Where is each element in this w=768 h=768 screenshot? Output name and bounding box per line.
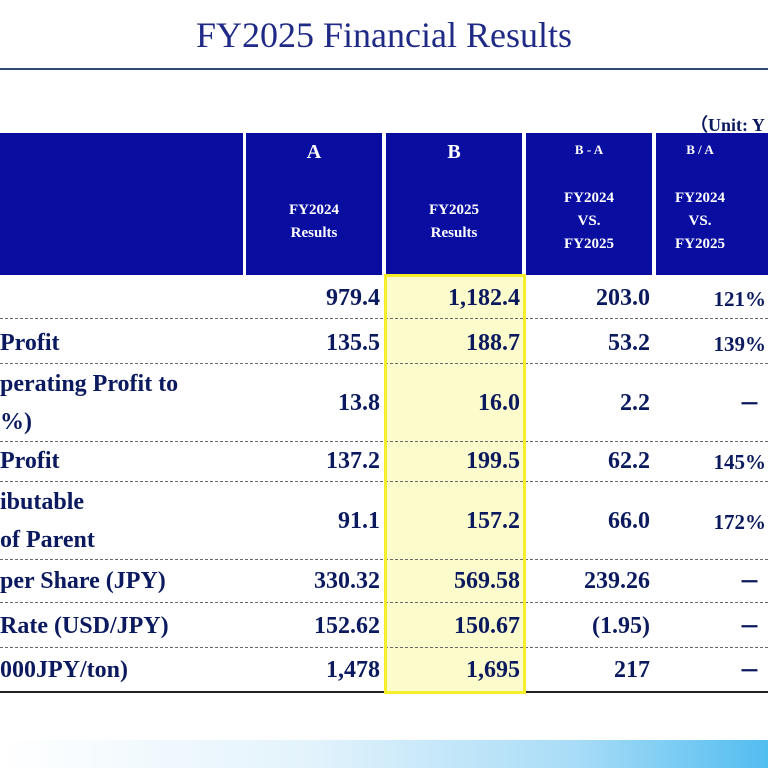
header-col-a-line1: FY2024 [289,202,339,218]
header-col-ratio-line2: VS. [688,213,712,229]
row-4-label-line1: ibutable [0,489,85,515]
header-col-b-line1: FY2025 [429,202,479,218]
header-col-b-line2: Results [430,225,478,241]
header-col-a-line2: Results [290,225,338,241]
header-col-b-desc: FY2025 Results [386,199,522,245]
row-7-fy2025: 1,695 [466,657,520,683]
row-0-fy2024: 979.4 [326,285,380,311]
row-6-diff: (1.95) [592,613,650,639]
row-1-ratio: 139% [713,332,767,356]
header-col-ratio: B / A FY2024 VS. FY2025 [656,133,768,275]
row-divider [0,363,768,364]
row-divider [0,602,768,603]
row-0-ratio: 121% [713,287,767,311]
row-5-fy2024: 330.32 [314,568,380,594]
row-divider [0,318,768,319]
row-3-fy2025: 199.5 [466,448,520,474]
row-5-label: per Share (JPY) [0,568,166,594]
row-7-diff: 217 [614,657,650,683]
row-2-fy2024: 13.8 [338,390,380,416]
highlight-column-fill [386,277,524,691]
row-divider [0,441,768,442]
row-3-ratio: 145% [713,450,767,474]
row-4-label-line2: of Parent [0,527,95,553]
header-col-b-letter: B [447,141,461,163]
header-col-diff-line1: FY2024 [564,190,614,206]
header-col-ratio-line1: FY2024 [675,190,725,206]
header-col-ratio-letter: B / A [686,142,714,157]
row-1-fy2025: 188.7 [466,330,520,356]
header-col-diff-letter: B - A [574,142,604,157]
header-col-diff: B - A FY2024 VS. FY2025 [526,133,652,275]
row-5-fy2025: 569.58 [454,568,520,594]
page-title: FY2025 Financial Results [196,15,572,55]
header-col-diff-line2: VS. [577,213,601,229]
header-col-a: A FY2024 Results [246,133,382,275]
row-6-label: Rate (USD/JPY) [0,613,169,639]
row-1-diff: 53.2 [608,330,650,356]
row-2-label-line1: perating Profit to [0,371,179,397]
row-7-label: 000JPY/ton) [0,657,128,683]
unit-note: （Unit: Y [690,115,765,135]
row-6-fy2024: 152.62 [314,613,380,639]
row-2-ratio: － [739,392,760,416]
row-6-ratio: － [739,615,760,639]
row-6-fy2025: 150.67 [454,613,520,639]
row-4-fy2024: 91.1 [338,508,380,534]
header-col-diff-line3: FY2025 [564,236,614,252]
row-divider [0,647,768,648]
row-2-fy2025: 16.0 [478,390,520,416]
row-2-label-line2: %) [0,409,32,435]
row-0-diff: 203.0 [596,285,650,311]
header-col-a-desc: FY2024 Results [246,199,382,245]
row-3-diff: 62.2 [608,448,650,474]
row-7-fy2024: 1,478 [326,657,380,683]
row-1-label: Profit [0,330,60,356]
header-col-a-letter: A [306,141,322,163]
header-col-ratio-line3: FY2025 [675,236,725,252]
row-divider [0,481,768,482]
row-0-fy2025: 1,182.4 [448,285,520,311]
row-4-diff: 66.0 [608,508,650,534]
header-col-b: B FY2025 Results [386,133,522,275]
footer-gradient-band [0,740,768,768]
row-3-label: Profit [0,448,60,474]
row-4-ratio: 172% [713,510,767,534]
row-3-fy2024: 137.2 [326,448,380,474]
row-2-diff: 2.2 [620,390,650,416]
row-5-diff: 239.26 [584,568,650,594]
header-label-cell [0,133,243,275]
header-col-ratio-desc: FY2024 VS. FY2025 [656,187,744,256]
table-bottom-rule [0,691,768,693]
row-1-fy2024: 135.5 [326,330,380,356]
header-col-diff-desc: FY2024 VS. FY2025 [526,187,652,256]
row-5-ratio: － [739,570,760,594]
row-4-fy2025: 157.2 [466,508,520,534]
title-divider [0,68,768,70]
row-divider [0,559,768,560]
row-7-ratio: － [739,659,760,683]
